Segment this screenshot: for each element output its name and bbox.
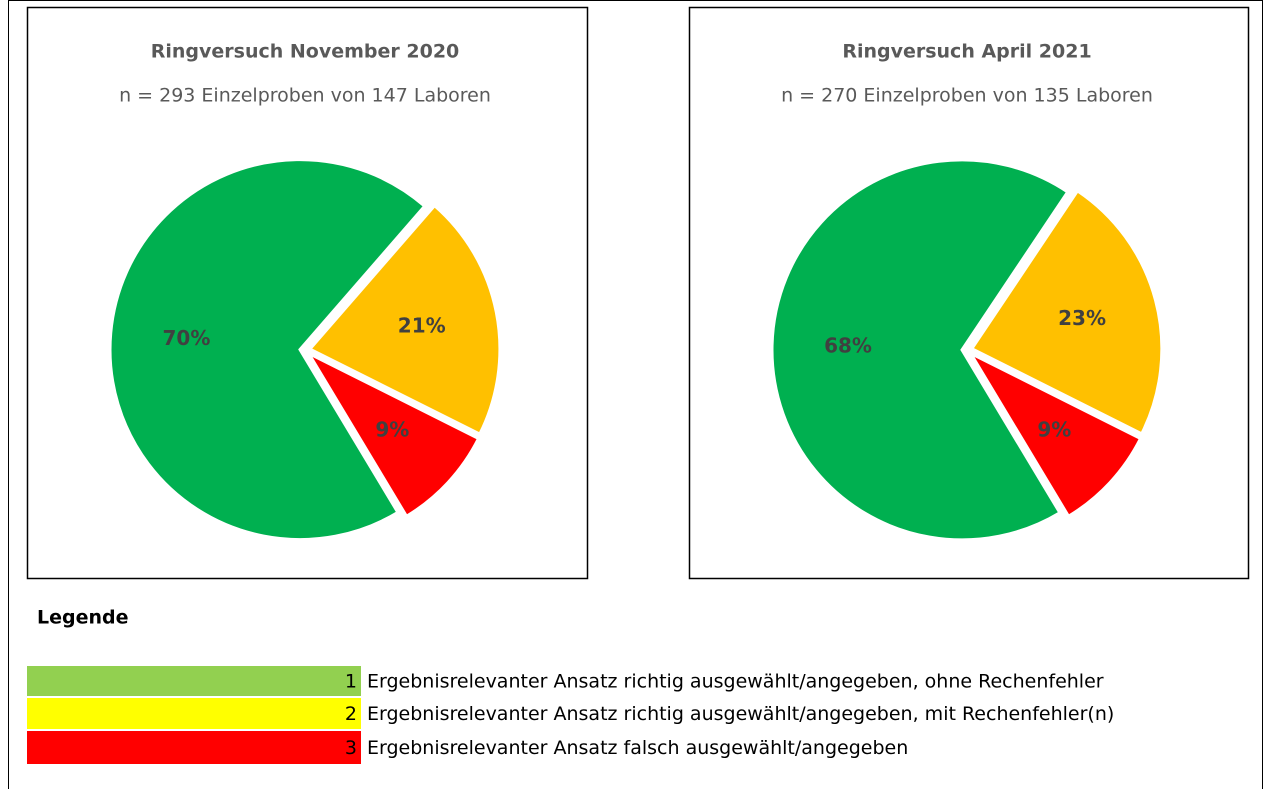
legend-label: Ergebnisrelevanter Ansatz falsch ausgewä… — [367, 737, 908, 759]
pie-slice — [108, 158, 427, 542]
data-label: 9% — [1037, 417, 1071, 441]
pie-slice — [966, 349, 1143, 519]
data-label: 68% — [824, 334, 872, 358]
chart-title: Ringversuch November 2020 — [151, 41, 460, 63]
legend-number: 1 — [345, 671, 357, 693]
legend-swatch — [27, 731, 361, 764]
legend-swatch — [27, 698, 361, 729]
pie-slice — [969, 188, 1164, 436]
pie-slice — [770, 158, 1070, 542]
pie-slice — [304, 349, 481, 519]
data-label: 9% — [375, 417, 409, 441]
chart-subtitle: n = 270 Einzelproben von 135 Laboren — [781, 85, 1153, 107]
data-label: 21% — [398, 313, 446, 337]
data-label: 23% — [1058, 306, 1106, 330]
legend-number: 2 — [345, 703, 357, 725]
chart-subtitle: n = 293 Einzelproben von 147 Laboren — [119, 85, 491, 107]
chart-title: Ringversuch April 2021 — [842, 41, 1091, 63]
legend-label: Ergebnisrelevanter Ansatz richtig ausgew… — [367, 703, 1114, 725]
legend-label: Ergebnisrelevanter Ansatz richtig ausgew… — [367, 671, 1104, 693]
legend-number: 3 — [345, 737, 357, 759]
legend-title: Legende — [37, 607, 129, 629]
legend-swatch — [27, 666, 361, 696]
pie-slice — [307, 203, 502, 437]
data-label: 70% — [163, 326, 211, 350]
